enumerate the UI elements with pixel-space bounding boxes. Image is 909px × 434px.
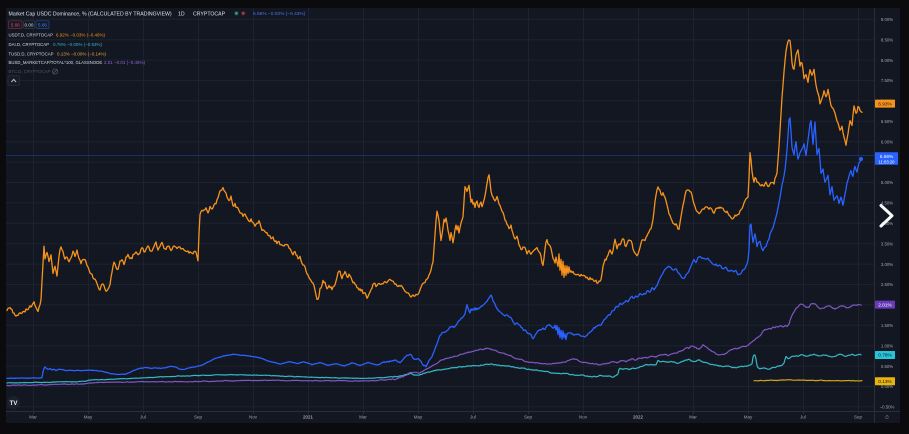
- svg-text:8.50%: 8.50%: [881, 37, 893, 42]
- svg-text:Market Cap USDC Dominance, % (: Market Cap USDC Dominance, % (CALCULATED…: [9, 11, 172, 17]
- svg-text:2022: 2022: [633, 414, 644, 419]
- svg-text:2021: 2021: [303, 414, 314, 419]
- svg-text:May: May: [414, 414, 423, 419]
- svg-text:5.66: 5.66: [11, 22, 20, 27]
- svg-text:May: May: [84, 414, 93, 419]
- svg-text:11:03:20: 11:03:20: [879, 159, 896, 164]
- svg-text:Mar: Mar: [689, 414, 697, 419]
- svg-text:1.50%: 1.50%: [881, 323, 893, 328]
- svg-text:DAI.D, CRYPTOCAP: DAI.D, CRYPTOCAP: [9, 42, 50, 47]
- svg-text:Jul: Jul: [140, 414, 146, 419]
- svg-text:6.93%: 6.93%: [878, 101, 892, 107]
- svg-text:1.00%: 1.00%: [881, 343, 893, 348]
- svg-text:BTC.D, CRYPTOCAP: BTC.D, CRYPTOCAP: [9, 69, 51, 74]
- svg-text:7.50%: 7.50%: [881, 78, 893, 83]
- svg-text:2.50%: 2.50%: [881, 282, 893, 287]
- svg-text:2.01%: 2.01%: [878, 302, 892, 308]
- svg-text:4.00%: 4.00%: [881, 221, 893, 226]
- svg-text:TUSD.D, CRYPTOCAP: TUSD.D, CRYPTOCAP: [9, 51, 54, 56]
- svg-text:Mar: Mar: [29, 414, 37, 419]
- svg-text:Jul: Jul: [800, 414, 806, 419]
- svg-text:4.50%: 4.50%: [881, 201, 893, 206]
- svg-text:CRYPTOCAP: CRYPTOCAP: [193, 11, 226, 17]
- svg-text:0.13%: 0.13%: [878, 379, 892, 385]
- svg-text:1D: 1D: [178, 11, 185, 17]
- svg-text:Sep: Sep: [194, 414, 203, 419]
- svg-text:6.00%: 6.00%: [881, 139, 893, 144]
- svg-text:5.00%: 5.00%: [881, 180, 893, 185]
- svg-text:Jul: Jul: [470, 414, 476, 419]
- svg-text:TV: TV: [10, 401, 18, 407]
- svg-text:0.78%: 0.78%: [878, 353, 892, 359]
- svg-text:May: May: [744, 414, 753, 419]
- svg-text:6.50%: 6.50%: [881, 119, 893, 124]
- svg-text:6.92% −0.03% (−0.46%): 6.92% −0.03% (−0.46%): [56, 33, 106, 38]
- svg-text:−0.50%: −0.50%: [880, 405, 895, 410]
- svg-text:0.13% −0.00% (−0.14%): 0.13% −0.00% (−0.14%): [57, 51, 107, 56]
- svg-text:Sep: Sep: [524, 414, 533, 419]
- svg-text:9.00%: 9.00%: [881, 17, 893, 22]
- svg-text:Nov: Nov: [249, 414, 258, 419]
- svg-text:0.00: 0.00: [25, 22, 34, 27]
- svg-text:0.78% −0.00% (−0.53%): 0.78% −0.00% (−0.53%): [53, 42, 103, 47]
- svg-text:0.50%: 0.50%: [881, 364, 893, 369]
- svg-text:Nov: Nov: [579, 414, 588, 419]
- svg-text:BUSD_MARKETCAP/TOTAL*100, GLAS: BUSD_MARKETCAP/TOTAL*100, GLASSNODE: [9, 60, 103, 65]
- svg-text:Sep: Sep: [854, 414, 863, 419]
- svg-text:0.00%: 0.00%: [881, 384, 893, 389]
- svg-text:⏱: ⏱: [885, 415, 889, 421]
- svg-text:3.00%: 3.00%: [881, 262, 893, 267]
- svg-text:8.00%: 8.00%: [881, 58, 893, 63]
- svg-text:Mar: Mar: [359, 414, 367, 419]
- svg-text:5.66% −0.03% (−0.43%): 5.66% −0.03% (−0.43%): [253, 11, 306, 17]
- svg-text:5.66: 5.66: [38, 22, 47, 27]
- svg-text:2.01 −0.01 (−0.45%): 2.01 −0.01 (−0.45%): [104, 60, 146, 65]
- svg-text:3.50%: 3.50%: [881, 241, 893, 246]
- svg-text:5.66%: 5.66%: [880, 154, 894, 160]
- svg-text:USDT.D, CRYPTOCAP: USDT.D, CRYPTOCAP: [9, 33, 54, 38]
